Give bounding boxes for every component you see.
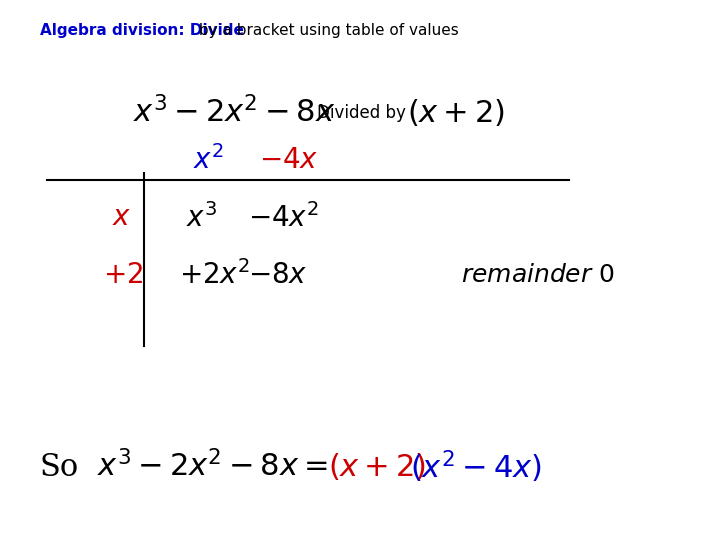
- Text: $x^2$: $x^2$: [193, 145, 224, 176]
- Text: Divided by: Divided by: [317, 104, 405, 123]
- Text: $x^3$: $x^3$: [186, 202, 217, 233]
- Text: $+2x^2$: $+2x^2$: [179, 260, 250, 291]
- Text: $-4x^2$: $-4x^2$: [248, 202, 320, 233]
- Text: $x^3 - 2x^2 - 8x$: $x^3 - 2x^2 - 8x$: [133, 97, 336, 130]
- Text: $(x + 2)$: $(x + 2)$: [328, 451, 426, 483]
- Text: $x^3 - 2x^2 - 8x = $: $x^3 - 2x^2 - 8x = $: [97, 451, 328, 483]
- Text: $x$: $x$: [112, 204, 131, 231]
- Text: $+2$: $+2$: [103, 262, 143, 289]
- Text: $\mathit{remainder}\ 0$: $\mathit{remainder}\ 0$: [461, 264, 615, 287]
- Text: by a bracket using table of values: by a bracket using table of values: [194, 23, 459, 38]
- Text: $(x + 2)$: $(x + 2)$: [407, 98, 505, 129]
- Text: Algebra division: Divide: Algebra division: Divide: [40, 23, 243, 38]
- Text: So: So: [40, 451, 79, 483]
- Text: $(x^2 - 4x)$: $(x^2 - 4x)$: [410, 449, 542, 485]
- Text: $-8x$: $-8x$: [248, 262, 308, 289]
- Text: $-4x$: $-4x$: [259, 147, 319, 174]
